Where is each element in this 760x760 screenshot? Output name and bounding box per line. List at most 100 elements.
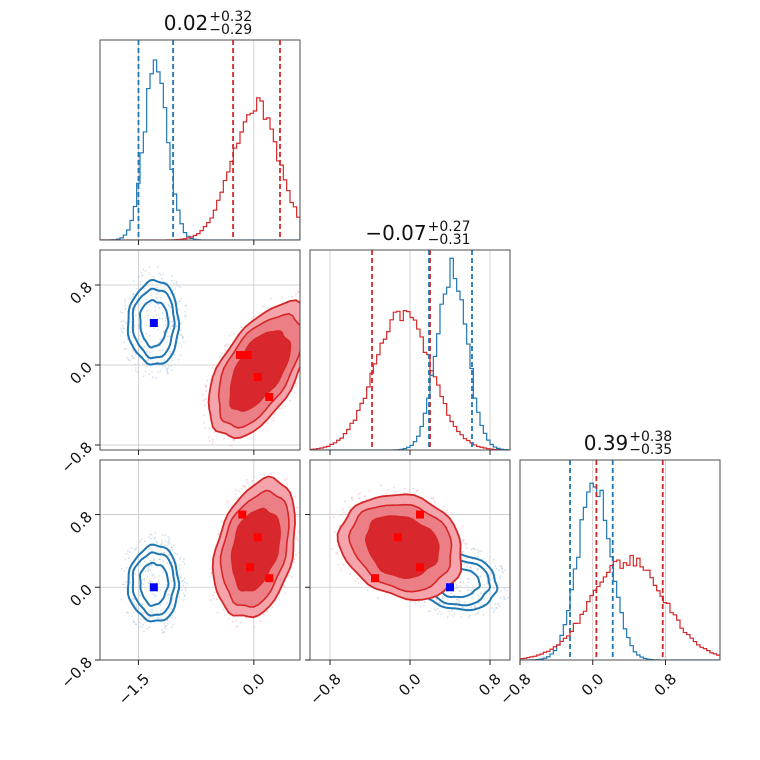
sample-point	[153, 595, 156, 598]
sample-point	[150, 533, 153, 536]
sample-point	[160, 544, 162, 546]
sample-point	[357, 493, 360, 496]
sample-point	[156, 266, 159, 269]
sample-point	[146, 309, 148, 312]
sample-point	[402, 492, 405, 494]
y-tick-label: 0.0	[66, 581, 96, 611]
sample-point	[184, 304, 187, 307]
sample-point	[163, 551, 166, 554]
sample-point	[492, 587, 495, 590]
sample-point	[202, 399, 205, 402]
sample-point	[478, 549, 481, 552]
sample-point	[182, 584, 184, 587]
sample-point	[460, 551, 463, 553]
sample-point	[506, 589, 508, 592]
sample-point	[458, 590, 461, 592]
sample-point	[139, 625, 142, 628]
sample-point	[333, 530, 336, 533]
sample-point	[156, 581, 159, 584]
sample-point	[432, 496, 435, 499]
sample-point	[153, 577, 156, 579]
sample-point	[456, 587, 458, 590]
sample-point	[166, 335, 169, 338]
sample-point	[342, 563, 345, 566]
sample-point	[178, 341, 181, 344]
sample-point	[498, 605, 501, 608]
sample-point	[246, 481, 249, 484]
sample-point	[300, 297, 302, 299]
y-tick-label: 0.0	[66, 358, 96, 388]
sample-point	[147, 582, 150, 584]
sample-point	[440, 612, 443, 615]
sample-point	[225, 349, 227, 352]
sample-point	[152, 593, 155, 596]
sample-point	[172, 289, 175, 292]
sample-point	[234, 620, 237, 622]
sample-point	[146, 284, 149, 286]
sample-point	[203, 404, 206, 407]
sample-point	[179, 556, 182, 559]
sample-point	[470, 548, 473, 551]
sample-point	[304, 321, 306, 323]
sample-point	[149, 533, 151, 536]
sample-point	[342, 508, 344, 511]
sample-point	[233, 333, 236, 336]
sample-point	[184, 314, 186, 317]
sample-point	[161, 541, 163, 544]
sample-point	[124, 301, 126, 303]
sample-point	[170, 369, 173, 372]
sample-point	[186, 582, 188, 585]
sample-point	[494, 564, 497, 567]
sample-point	[213, 591, 216, 594]
axes-frame-2-2	[519, 459, 721, 661]
sample-point	[165, 367, 168, 370]
sample-point	[170, 365, 172, 368]
sample-point	[358, 497, 361, 500]
sample-point	[136, 371, 139, 374]
sample-point	[356, 578, 359, 580]
sample-point	[138, 304, 141, 307]
sample-point	[499, 575, 502, 578]
contour-middle	[131, 551, 176, 617]
sample-point	[134, 363, 137, 366]
sample-point	[183, 594, 186, 597]
sample-point	[125, 611, 128, 614]
sample-point	[252, 476, 255, 478]
sample-point	[129, 331, 132, 334]
sample-point	[142, 612, 145, 615]
sample-point	[236, 498, 238, 500]
axes-frame-0-0	[99, 39, 301, 241]
axes-frame-2-0	[99, 459, 301, 661]
sample-point	[156, 542, 159, 544]
sample-point	[504, 598, 507, 600]
sample-point	[122, 331, 124, 334]
sample-point	[169, 327, 172, 330]
sample-point	[262, 613, 265, 616]
sample-point	[177, 358, 180, 361]
sample-point	[147, 565, 150, 568]
sample-point	[436, 607, 439, 610]
sample-point	[227, 505, 229, 508]
sample-point	[155, 313, 158, 316]
sample-point	[160, 539, 163, 542]
sample-point	[466, 577, 469, 580]
sample-point	[204, 386, 207, 389]
sample-point	[171, 598, 174, 601]
sample-point	[161, 277, 164, 280]
sample-point	[183, 577, 186, 580]
sample-point	[132, 293, 135, 296]
sample-point	[285, 477, 288, 480]
sample-point	[145, 365, 148, 367]
sample-point	[157, 371, 160, 373]
sample-point	[485, 560, 488, 563]
sample-point	[163, 359, 165, 362]
sample-point	[166, 331, 169, 334]
sample-point	[432, 498, 435, 501]
sample-point	[204, 398, 207, 400]
sample-point	[121, 311, 124, 314]
sample-point	[169, 352, 172, 355]
sample-point	[182, 592, 185, 594]
sample-point	[143, 577, 146, 580]
sample-point	[167, 372, 170, 375]
sample-point	[410, 600, 413, 603]
